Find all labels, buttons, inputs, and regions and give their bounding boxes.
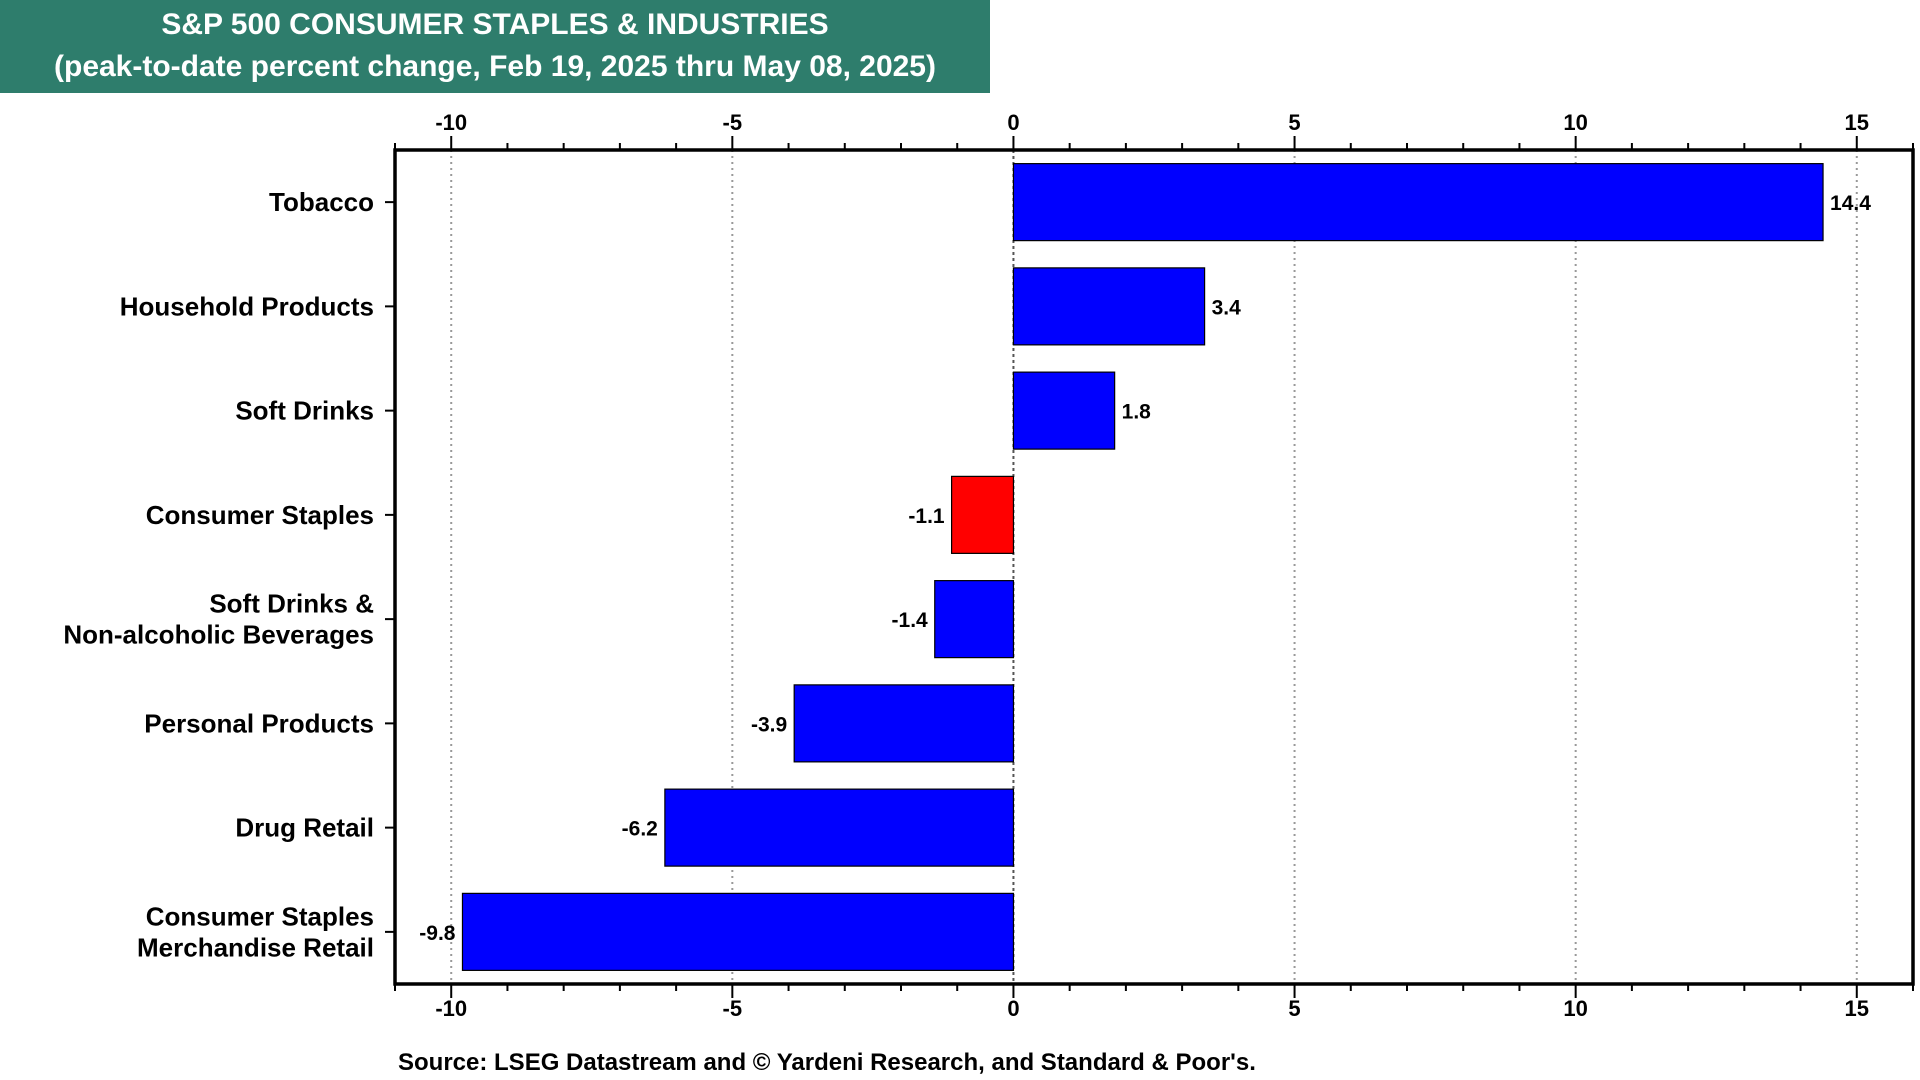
axis-ticks <box>385 136 1914 998</box>
chart-title-box: S&P 500 CONSUMER STAPLES & INDUSTRIES (p… <box>0 0 990 93</box>
chart-title: S&P 500 CONSUMER STAPLES & INDUSTRIES <box>161 8 829 41</box>
x-tick-label-top: 5 <box>1288 110 1300 135</box>
x-tick-label-bottom: -5 <box>723 996 743 1021</box>
x-tick-label-top: 15 <box>1845 110 1869 135</box>
category-label: Household Products <box>120 291 374 321</box>
category-label: Consumer Staples <box>146 500 374 530</box>
bar <box>950 475 1015 554</box>
x-tick-label-bottom: 10 <box>1563 996 1587 1021</box>
bar <box>664 788 1015 867</box>
category-label: Soft Drinks & <box>209 589 374 619</box>
x-tick-label-bottom: 5 <box>1288 996 1300 1021</box>
category-label: Tobacco <box>269 187 374 217</box>
chart-subtitle: (peak-to-date percent change, Feb 19, 20… <box>54 50 936 83</box>
x-tick-label-top: -5 <box>723 110 743 135</box>
category-label: Non-alcoholic Beverages <box>63 620 374 650</box>
x-tick-label-bottom: 0 <box>1007 996 1019 1021</box>
bar <box>1012 267 1206 346</box>
category-label: Merchandise Retail <box>137 932 374 962</box>
x-tick-label-bottom: 15 <box>1845 996 1869 1021</box>
data-label: 14.4 <box>1830 192 1871 215</box>
x-tick-label-top: -10 <box>435 110 467 135</box>
data-label: -9.8 <box>419 922 456 945</box>
plot-frame <box>393 148 1915 986</box>
bars <box>461 163 1824 971</box>
category-label: Personal Products <box>144 708 374 738</box>
data-label: 1.8 <box>1122 401 1152 424</box>
data-label: -3.9 <box>751 713 787 736</box>
data-label: 3.4 <box>1212 296 1242 319</box>
bar <box>1012 163 1824 242</box>
bar <box>934 580 1015 659</box>
x-tick-label-bottom: -10 <box>435 996 467 1021</box>
bar <box>793 684 1015 763</box>
data-label: -1.1 <box>908 505 945 528</box>
x-tick-label-top: 0 <box>1007 110 1019 135</box>
category-label: Soft Drinks <box>235 396 374 426</box>
category-label: Consumer Staples <box>146 901 374 931</box>
category-label: Drug Retail <box>235 813 374 843</box>
labels: 14.4 Tobacco 3.4 Household Products 1.8 Soft … <box>63 110 1871 1021</box>
bar <box>461 892 1015 971</box>
plot-border <box>393 148 1915 986</box>
source-note: Source: LSEG Datastream and © Yardeni Re… <box>398 1049 1256 1076</box>
data-label: -1.4 <box>892 609 929 632</box>
bar <box>1012 371 1116 450</box>
x-tick-label-top: 10 <box>1563 110 1587 135</box>
data-label: -6.2 <box>622 818 658 841</box>
